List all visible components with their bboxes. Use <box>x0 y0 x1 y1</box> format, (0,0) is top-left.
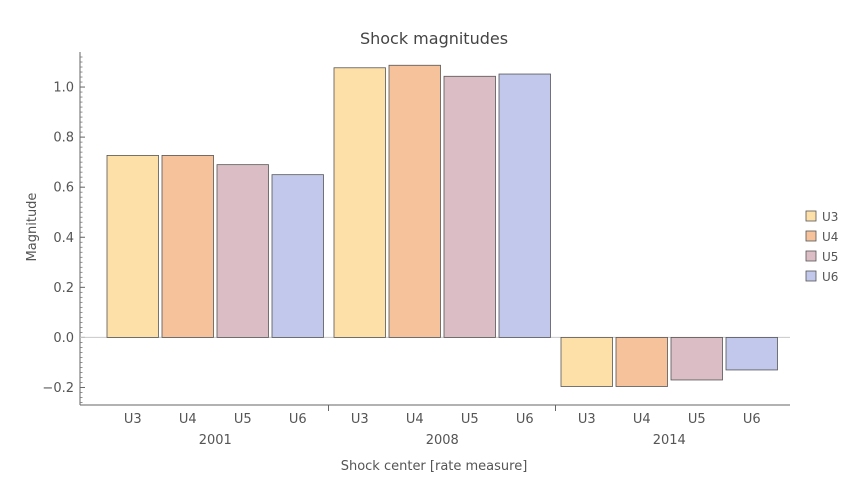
legend-label: U5 <box>822 250 838 264</box>
legend-swatch <box>805 270 817 282</box>
y-axis-label: Magnitude <box>25 193 40 262</box>
x-group-label: 2001 <box>199 433 232 448</box>
bar <box>725 337 778 371</box>
legend-label: U6 <box>822 270 838 284</box>
legend-swatch <box>805 210 817 222</box>
bar <box>670 337 723 381</box>
bar <box>615 337 668 387</box>
x-tick-label: U4 <box>179 412 197 427</box>
y-tick-label: −0.2 <box>42 381 74 396</box>
bar <box>388 64 441 338</box>
x-tick-label: U4 <box>633 412 651 427</box>
x-tick-label: U6 <box>516 412 534 427</box>
x-tick-label: U6 <box>743 412 761 427</box>
x-tick-label: U6 <box>289 412 307 427</box>
y-tick-label: 0.8 <box>53 131 74 146</box>
bar <box>106 154 159 338</box>
bar <box>216 164 269 338</box>
chart-title: Shock magnitudes <box>360 29 508 48</box>
y-tick-label: 0.4 <box>53 231 74 246</box>
legend-swatch <box>805 250 817 262</box>
x-tick-label: U5 <box>688 412 706 427</box>
x-tick-label: U3 <box>124 412 142 427</box>
x-tick-label: U4 <box>406 412 424 427</box>
bar <box>560 337 613 387</box>
legend: U3 U4 U5 U6 <box>805 210 838 284</box>
bar <box>161 154 214 338</box>
legend-label: U3 <box>822 210 838 224</box>
legend-label: U4 <box>822 230 838 244</box>
y-tick-label: 0.0 <box>53 331 74 346</box>
y-tick-label: 0.6 <box>53 181 74 196</box>
bar <box>333 67 386 338</box>
bar <box>498 73 551 338</box>
x-axis-label: Shock center [rate measure] <box>341 459 528 474</box>
x-tick-label: U5 <box>461 412 479 427</box>
x-tick-label: U3 <box>578 412 596 427</box>
x-tick-label: U5 <box>234 412 252 427</box>
x-group-label: 2008 <box>426 433 459 448</box>
legend-swatch <box>805 230 817 242</box>
y-tick-label: 1.0 <box>53 81 74 96</box>
plot-area: −0.2 0.0 0.2 0.4 0.6 0.8 1.0 U3 U4 U5 U6 2001 U3 U4 U5… <box>42 52 790 448</box>
bar <box>271 174 324 338</box>
x-group-label: 2014 <box>653 433 686 448</box>
y-tick-label: 0.2 <box>53 281 74 296</box>
x-tick-label: U3 <box>351 412 369 427</box>
bar <box>443 75 496 338</box>
